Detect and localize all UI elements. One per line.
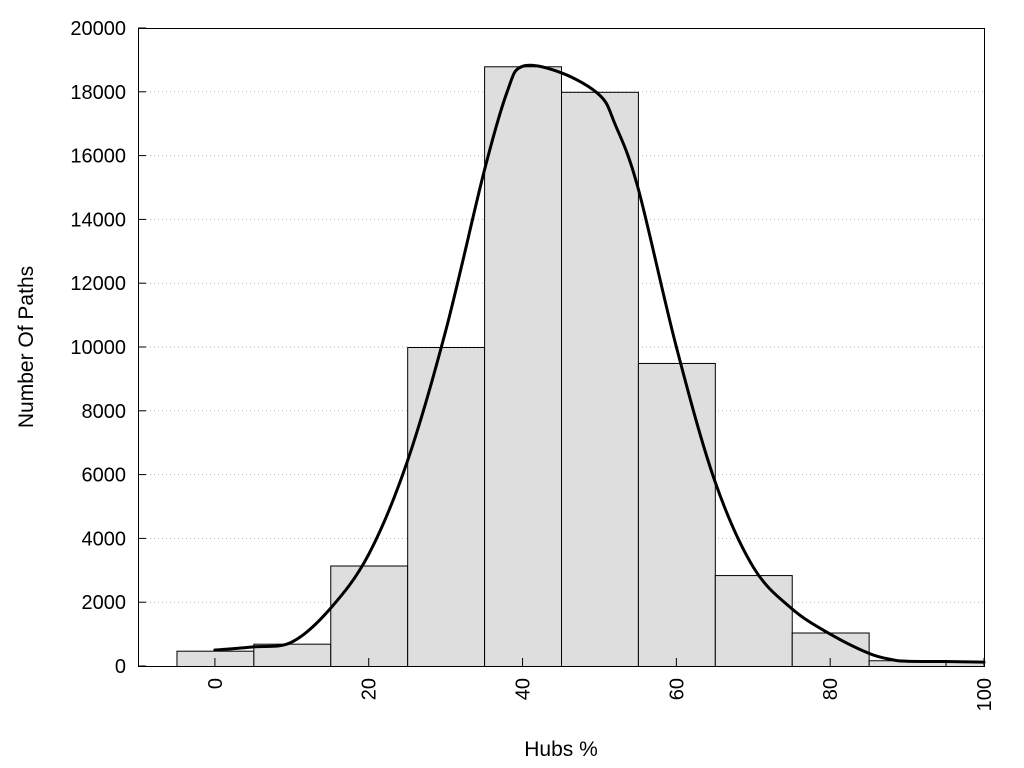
- y-tick-label: 20000: [70, 18, 126, 40]
- y-tick-label: 12000: [70, 273, 126, 295]
- grid-lines: [138, 91, 984, 603]
- y-tick-label: 4000: [82, 528, 127, 550]
- y-tick-label: 10000: [70, 337, 126, 359]
- y-tick-label: 18000: [70, 82, 126, 104]
- histogram-bar: [407, 347, 486, 667]
- y-tick-label: 6000: [82, 465, 127, 487]
- histogram-bars: [176, 66, 986, 668]
- x-axis-title: Hubs %: [524, 738, 598, 761]
- x-tick-label: 80: [820, 678, 842, 700]
- density-curve-line: [213, 63, 986, 664]
- y-tick-label: 2000: [82, 592, 127, 614]
- x-tick-label: 0: [205, 678, 227, 689]
- histogram-bar: [561, 91, 639, 668]
- y-tick-label: 14000: [70, 209, 126, 231]
- y-tick-label: 0: [115, 656, 126, 678]
- histogram-bar: [330, 565, 409, 668]
- histogram-bar: [714, 575, 793, 668]
- y-tick-label: 8000: [82, 401, 127, 423]
- histogram-bar: [637, 362, 716, 667]
- x-tick-label: 100: [974, 678, 996, 711]
- x-tick-label: 60: [666, 678, 688, 700]
- y-axis-ticks: 0 2000 4000 6000 8000 10000 12000 14000 16000 180…: [70, 18, 146, 678]
- x-tick-label: 40: [513, 678, 535, 700]
- y-axis-title: Number Of Paths: [15, 266, 38, 428]
- density-curve: [213, 63, 986, 664]
- histogram-bar: [484, 66, 562, 667]
- x-tick-label: 20: [359, 678, 381, 700]
- y-tick-label: 16000: [70, 146, 126, 168]
- x-axis-ticks: 0 20 40 60 80 100: [205, 658, 996, 711]
